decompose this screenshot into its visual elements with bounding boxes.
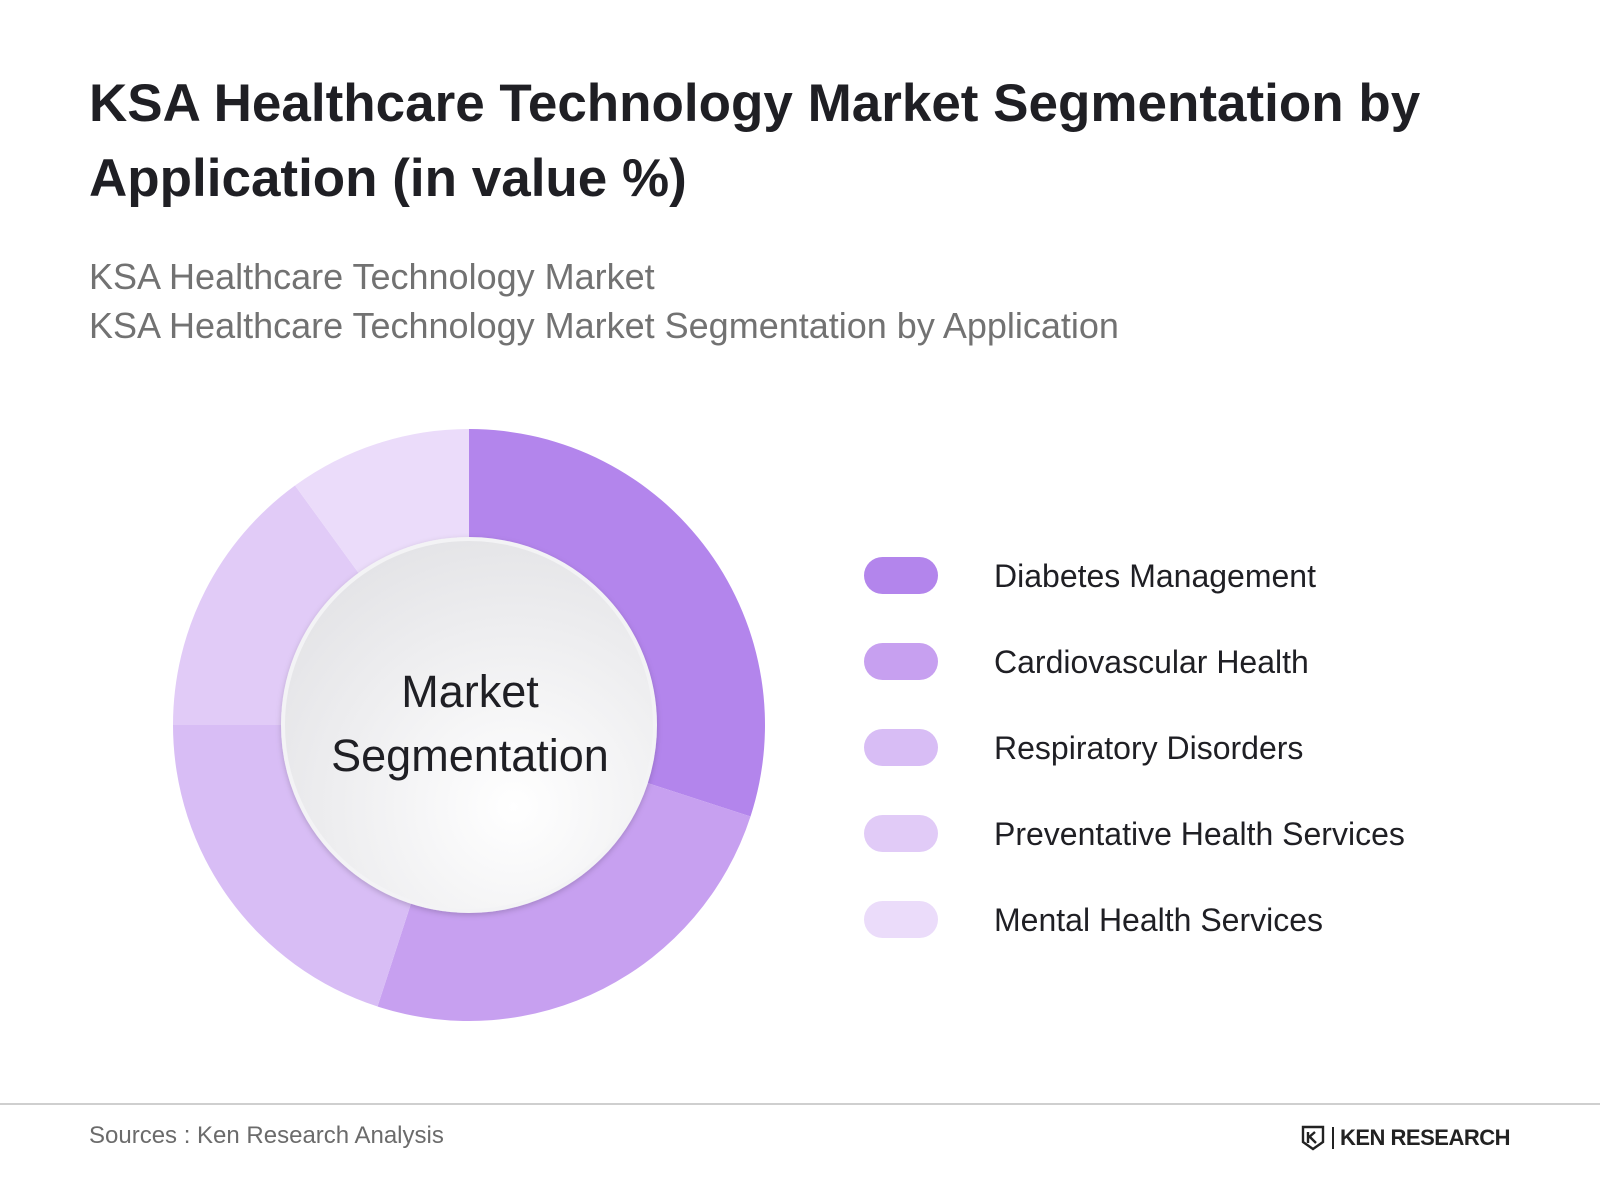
slice-mental-health-services [295, 429, 469, 575]
slice-respiratory-disorders [173, 725, 412, 1007]
slice-preventative-health-services [173, 485, 360, 725]
legend-item-cardiovascular-health: Cardiovascular Health [864, 642, 1484, 682]
chart-title: KSA Healthcare Technology Market Segment… [89, 74, 1421, 208]
brand-name: KEN RESEARCH [1339, 1125, 1511, 1150]
legend-label: Preventative Health Services [994, 816, 1405, 852]
legend-swatch [864, 557, 938, 594]
legend-swatch [864, 729, 938, 766]
legend-label: Mental Health Services [994, 902, 1324, 938]
brand-logo: KEN RESEARCH [1300, 1123, 1511, 1153]
legend-swatch [864, 815, 938, 852]
slice-cardiovascular-health [377, 782, 751, 1022]
slice-diabetes-management [469, 429, 765, 817]
subtitle-line-2: KSA Healthcare Technology Market Segment… [89, 305, 1119, 346]
source-note: Sources : Ken Research Analysis [89, 1122, 444, 1149]
donut-center-label: Market Segmentation [290, 660, 650, 788]
center-label-line-1: Market [401, 666, 539, 717]
legend-swatch [864, 643, 938, 680]
legend-item-preventative-health-services: Preventative Health Services [864, 814, 1484, 854]
donut-center [281, 537, 657, 913]
legend-label: Respiratory Disorders [994, 730, 1304, 766]
chart-subtitle: KSA Healthcare Technology Market KSA Hea… [89, 252, 1509, 350]
legend-label: Diabetes Management [994, 558, 1316, 594]
slices [173, 429, 765, 1022]
legend-item-respiratory-disorders: Respiratory Disorders [864, 728, 1484, 768]
legend-item-diabetes-management: Diabetes Management [864, 556, 1484, 596]
footer-divider [0, 1103, 1600, 1105]
legend-swatch [864, 901, 938, 938]
ken-research-logo-icon [1301, 1125, 1325, 1151]
subtitle-line-1: KSA Healthcare Technology Market [89, 256, 655, 297]
center-label-line-2: Segmentation [331, 730, 609, 781]
legend-item-mental-health-services: Mental Health Services [864, 900, 1484, 940]
brand-separator [1331, 1127, 1334, 1149]
legend-label: Cardiovascular Health [994, 644, 1309, 680]
